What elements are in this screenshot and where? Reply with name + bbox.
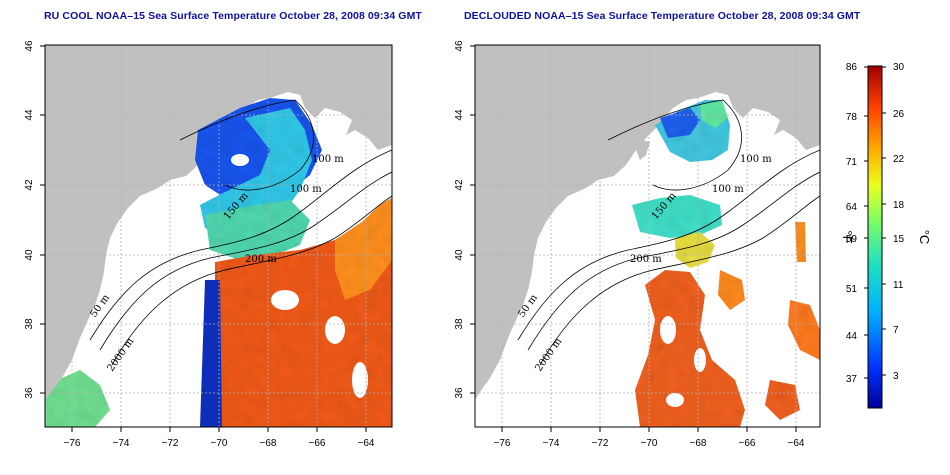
- right-sst-warm-core: [635, 270, 745, 427]
- right-x-tick: −64: [788, 438, 805, 449]
- celsius-tick: 18: [893, 200, 905, 211]
- right-x-tick: −76: [494, 438, 511, 449]
- temperature-colorbar: 86 78 71 64 59 51 44 37 30 26 22 18 15 1…: [840, 62, 932, 409]
- left-x-tick: −70: [211, 438, 228, 449]
- left-x-tick: −68: [260, 438, 277, 449]
- right-land-mass: [475, 45, 820, 400]
- left-x-tick: −66: [309, 438, 326, 449]
- right-y-tick: 40: [454, 249, 465, 261]
- right-x-tick: −66: [739, 438, 756, 449]
- left-map-panel: 100 m 100 m 200 m 50 m 2000 m 150 m −76 …: [24, 40, 393, 449]
- left-y-tick: 36: [24, 387, 35, 399]
- colorbar-gradient: [867, 65, 883, 409]
- left-sst-coastal-patch: [45, 370, 110, 427]
- right-y-tick: 46: [454, 40, 465, 52]
- left-contour-label: 100 m: [312, 154, 344, 165]
- fahrenheit-tick: 37: [846, 374, 858, 385]
- left-contour-label: 100 m: [290, 184, 322, 195]
- fahrenheit-tick: 51: [846, 284, 858, 295]
- left-x-tick: −72: [162, 438, 179, 449]
- left-y-tick: 46: [24, 40, 35, 52]
- left-sst-orange-belt: [335, 198, 392, 300]
- left-y-tick: 42: [24, 179, 35, 191]
- left-x-tick: −76: [64, 438, 81, 449]
- right-sst-green-patch: [700, 100, 728, 128]
- fahrenheit-tick: 78: [846, 112, 858, 123]
- left-x-tick: −64: [358, 438, 375, 449]
- celsius-tick: 30: [893, 62, 905, 73]
- left-sst-teal-shelf: [205, 200, 310, 260]
- right-panel-title: DECLOUDED NOAA–15 Sea Surface Temperatur…: [464, 10, 861, 22]
- left-y-tick: 38: [24, 318, 35, 330]
- left-x-tick: −74: [113, 438, 130, 449]
- fahrenheit-tick: 44: [846, 331, 858, 342]
- right-sst-shelf-patch: [632, 195, 722, 238]
- celsius-tick: 26: [893, 109, 905, 120]
- right-x-tick: −72: [592, 438, 609, 449]
- right-x-tick: −70: [641, 438, 658, 449]
- celsius-tick: 11: [893, 280, 904, 291]
- right-cloud-mask: [660, 316, 706, 407]
- right-y-tick: 36: [454, 387, 465, 399]
- right-y-tick: 44: [454, 109, 465, 121]
- right-contour-label: 100 m: [712, 184, 744, 195]
- left-y-tick: 44: [24, 109, 35, 121]
- celsius-tick: 3: [893, 371, 899, 382]
- fahrenheit-axis-label: °F: [840, 230, 855, 243]
- right-x-tick: −68: [690, 438, 707, 449]
- right-x-tick: −74: [543, 438, 560, 449]
- right-sst-orange-strip: [795, 222, 806, 262]
- right-cape-cod: [636, 140, 650, 160]
- celsius-tick: 15: [893, 234, 905, 245]
- right-sst-southeast-patch: [765, 380, 800, 420]
- right-sst-blue-patch: [660, 108, 700, 138]
- left-sst-cold-filament: [200, 280, 222, 427]
- right-sst-orange-east: [718, 270, 745, 310]
- left-land-mass: [45, 45, 392, 400]
- celsius-tick: 22: [893, 154, 905, 165]
- left-y-tick: 40: [24, 249, 35, 261]
- right-y-tick: 42: [454, 179, 465, 191]
- right-contour-label: 200 m: [630, 254, 662, 265]
- right-contour-label: 100 m: [740, 154, 772, 165]
- right-y-tick: 38: [454, 318, 465, 330]
- right-bathymetry-contours: [517, 99, 820, 366]
- fahrenheit-tick: 71: [846, 157, 858, 168]
- left-panel-title: RU COOL NOAA–15 Sea Surface Temperature …: [44, 10, 422, 22]
- fahrenheit-tick: 59: [846, 234, 858, 245]
- fahrenheit-tick: 86: [846, 62, 858, 73]
- right-map-panel: 100 m 100 m 200 m 50 m 2000 m 150 m −76 …: [454, 40, 821, 449]
- fahrenheit-tick: 64: [846, 202, 858, 213]
- left-contour-label: 200 m: [245, 254, 277, 265]
- right-gridlines: [475, 45, 820, 427]
- right-frame: [474, 44, 821, 428]
- left-bathymetry-contours: [89, 99, 392, 366]
- celsius-axis-label: °C: [917, 230, 932, 245]
- celsius-tick: 7: [893, 325, 899, 336]
